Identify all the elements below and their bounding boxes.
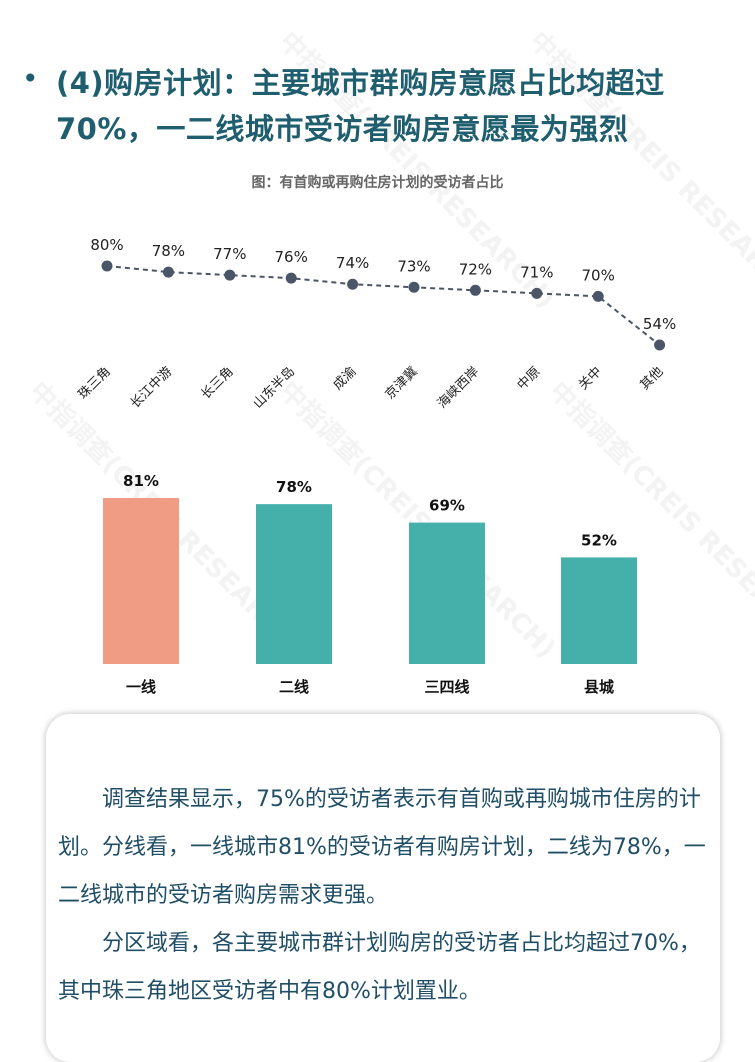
x-tick-label: 京津冀 <box>382 364 421 403</box>
summary-box: 调查结果显示，75%的受访者表示有首购或再购城市住房的计划。分线看，一线城市81… <box>46 714 720 1062</box>
summary-paragraph-2: 分区域看，各主要城市群计划购房的受访者占比均超过70%，其中珠三角地区受访者中有… <box>58 931 701 1004</box>
line-point <box>162 266 174 278</box>
line-point <box>101 260 113 272</box>
point-value-label: 72% <box>459 260 492 278</box>
point-value-label: 73% <box>397 257 430 275</box>
summary-paragraph-1: 调查结果显示，75%的受访者表示有首购或再购城市住房的计划。分线看，一线城市81… <box>58 787 706 908</box>
line-series <box>106 265 661 346</box>
line-point <box>224 269 236 281</box>
line-point <box>531 287 543 299</box>
x-tick-label: 长三角 <box>198 364 236 402</box>
line-point <box>654 339 666 351</box>
line-point <box>469 284 481 296</box>
point-value-label: 76% <box>275 248 308 266</box>
bar-value-label: 69% <box>429 497 465 515</box>
x-tick-label: 珠三角 <box>76 364 114 402</box>
bar-category-label: 三四线 <box>424 678 469 696</box>
x-tick-label: 中原 <box>515 364 544 393</box>
x-tick-label: 长江中游 <box>128 364 175 411</box>
bar <box>103 498 179 664</box>
bar-value-label: 78% <box>276 478 312 496</box>
line-point <box>592 290 604 302</box>
bar <box>409 522 485 664</box>
bar <box>256 504 332 664</box>
line-chart: 80% 珠三角 78% 长江中游 77% 长三角 76% 山东半岛 74% 成渝 73% 京津冀 72%… <box>76 236 677 412</box>
bar <box>561 557 637 664</box>
point-value-label: 71% <box>520 263 553 281</box>
point-value-label: 70% <box>582 266 615 284</box>
point-value-label: 54% <box>643 315 676 333</box>
x-tick-label: 山东半岛 <box>250 364 298 412</box>
x-tick-label: 关中 <box>576 364 605 393</box>
line-point <box>408 281 420 293</box>
bar-value-label: 52% <box>581 531 617 549</box>
x-tick-label: 其他 <box>637 364 666 393</box>
point-value-label: 78% <box>152 242 185 260</box>
point-value-label: 80% <box>90 236 123 254</box>
bar-category-label: 县城 <box>584 678 614 696</box>
bar-value-label: 81% <box>123 472 159 490</box>
page-title: (4)购房计划：主要城市群购房意愿占比均超过70%，一二线城市受访者购房意愿最为… <box>56 66 665 146</box>
chart-title: 图：有首购或再购住房计划的受访者占比 <box>251 175 504 191</box>
bar-chart: 81% 一线 78% 二线 69% 三四线 52% 县城 <box>103 472 637 696</box>
point-value-label: 74% <box>336 254 369 272</box>
bar-category-label: 一线 <box>126 678 156 696</box>
point-value-label: 77% <box>213 245 246 263</box>
bar-category-label: 二线 <box>279 678 309 696</box>
x-tick-label: 海峡西岸 <box>435 364 482 411</box>
line-point <box>347 278 359 290</box>
title-bullet: • <box>22 62 39 95</box>
x-tick-label: 成渝 <box>330 364 360 394</box>
line-point <box>285 272 297 284</box>
